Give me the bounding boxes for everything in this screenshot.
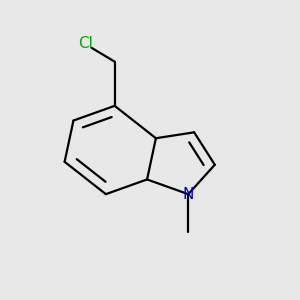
Text: Cl: Cl [78, 37, 93, 52]
Text: N: N [183, 187, 194, 202]
